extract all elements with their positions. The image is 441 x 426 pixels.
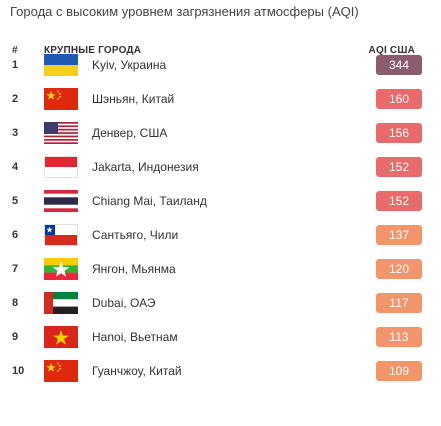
list-item[interactable]: 4 Jakarta, Индонезия 152 <box>0 150 441 184</box>
city-name[interactable]: Dubai, ОАЭ <box>92 296 156 310</box>
aqi-badge: 344 <box>376 55 422 75</box>
flag-china-icon <box>44 360 78 382</box>
list-item[interactable]: 1 Kyiv, Украина 344 <box>0 48 441 82</box>
city-name[interactable]: Hanoi, Вьетнам <box>92 330 178 344</box>
rank-number: 7 <box>12 263 19 275</box>
aqi-badge: 160 <box>376 89 422 109</box>
flag-ukraine-icon <box>44 54 78 76</box>
city-name[interactable]: Янгон, Мьянма <box>92 262 176 276</box>
flag-china-icon <box>44 88 78 110</box>
list-item[interactable]: 3 Денвер, США 156 <box>0 116 441 150</box>
flag-chile-icon <box>44 224 78 246</box>
list-item[interactable]: 6 Сантьяго, Чили 137 <box>0 218 441 252</box>
aqi-badge: 137 <box>376 225 422 245</box>
city-name[interactable]: Сантьяго, Чили <box>92 228 179 242</box>
city-name[interactable]: Гуанчжоу, Китай <box>92 364 182 378</box>
rank-number: 5 <box>12 195 19 207</box>
flag-indonesia-icon <box>44 156 78 178</box>
aqi-badge: 109 <box>376 361 422 381</box>
list-item[interactable]: 9 Hanoi, Вьетнам 113 <box>0 320 441 354</box>
rank-number: 1 <box>12 59 19 71</box>
city-name[interactable]: Chiang Mai, Таиланд <box>92 194 207 208</box>
rank-number: 2 <box>12 93 19 105</box>
aqi-badge: 152 <box>376 157 422 177</box>
rank-number: 10 <box>12 365 25 377</box>
rank-number: 4 <box>12 161 19 173</box>
flag-uae-icon <box>44 292 78 314</box>
city-name[interactable]: Денвер, США <box>92 126 168 140</box>
list-item[interactable]: 8 Dubai, ОАЭ 117 <box>0 286 441 320</box>
city-name[interactable]: Jakarta, Индонезия <box>92 160 199 174</box>
aqi-badge: 156 <box>376 123 422 143</box>
aqi-badge: 152 <box>376 191 422 211</box>
header-aqi: AQI США <box>368 45 415 56</box>
rank-number: 6 <box>12 229 19 241</box>
flag-thailand-icon <box>44 190 78 212</box>
city-name[interactable]: Шэньян, Китай <box>92 92 175 106</box>
list-item[interactable]: 2 Шэньян, Китай 160 <box>0 82 441 116</box>
aqi-badge: 113 <box>376 327 422 347</box>
list-item[interactable]: 10 Гуанчжоу, Китай 109 <box>0 354 441 388</box>
flag-myanmar-icon <box>44 258 78 280</box>
flag-vietnam-icon <box>44 326 78 348</box>
header-rank: # <box>12 45 18 56</box>
rank-number: 8 <box>12 297 19 309</box>
header-city: КРУПНЫЕ ГОРОДА <box>44 45 142 56</box>
city-name[interactable]: Kyiv, Украина <box>92 58 167 72</box>
flag-usa-icon <box>44 122 78 144</box>
list-item[interactable]: 5 Chiang Mai, Таиланд 152 <box>0 184 441 218</box>
page-title: Города с высоким уровнем загрязнения атм… <box>10 4 359 19</box>
rank-number: 9 <box>12 331 19 343</box>
aqi-badge: 117 <box>376 293 422 313</box>
rank-number: 3 <box>12 127 19 139</box>
list-item[interactable]: 7 Янгон, Мьянма 120 <box>0 252 441 286</box>
aqi-badge: 120 <box>376 259 422 279</box>
